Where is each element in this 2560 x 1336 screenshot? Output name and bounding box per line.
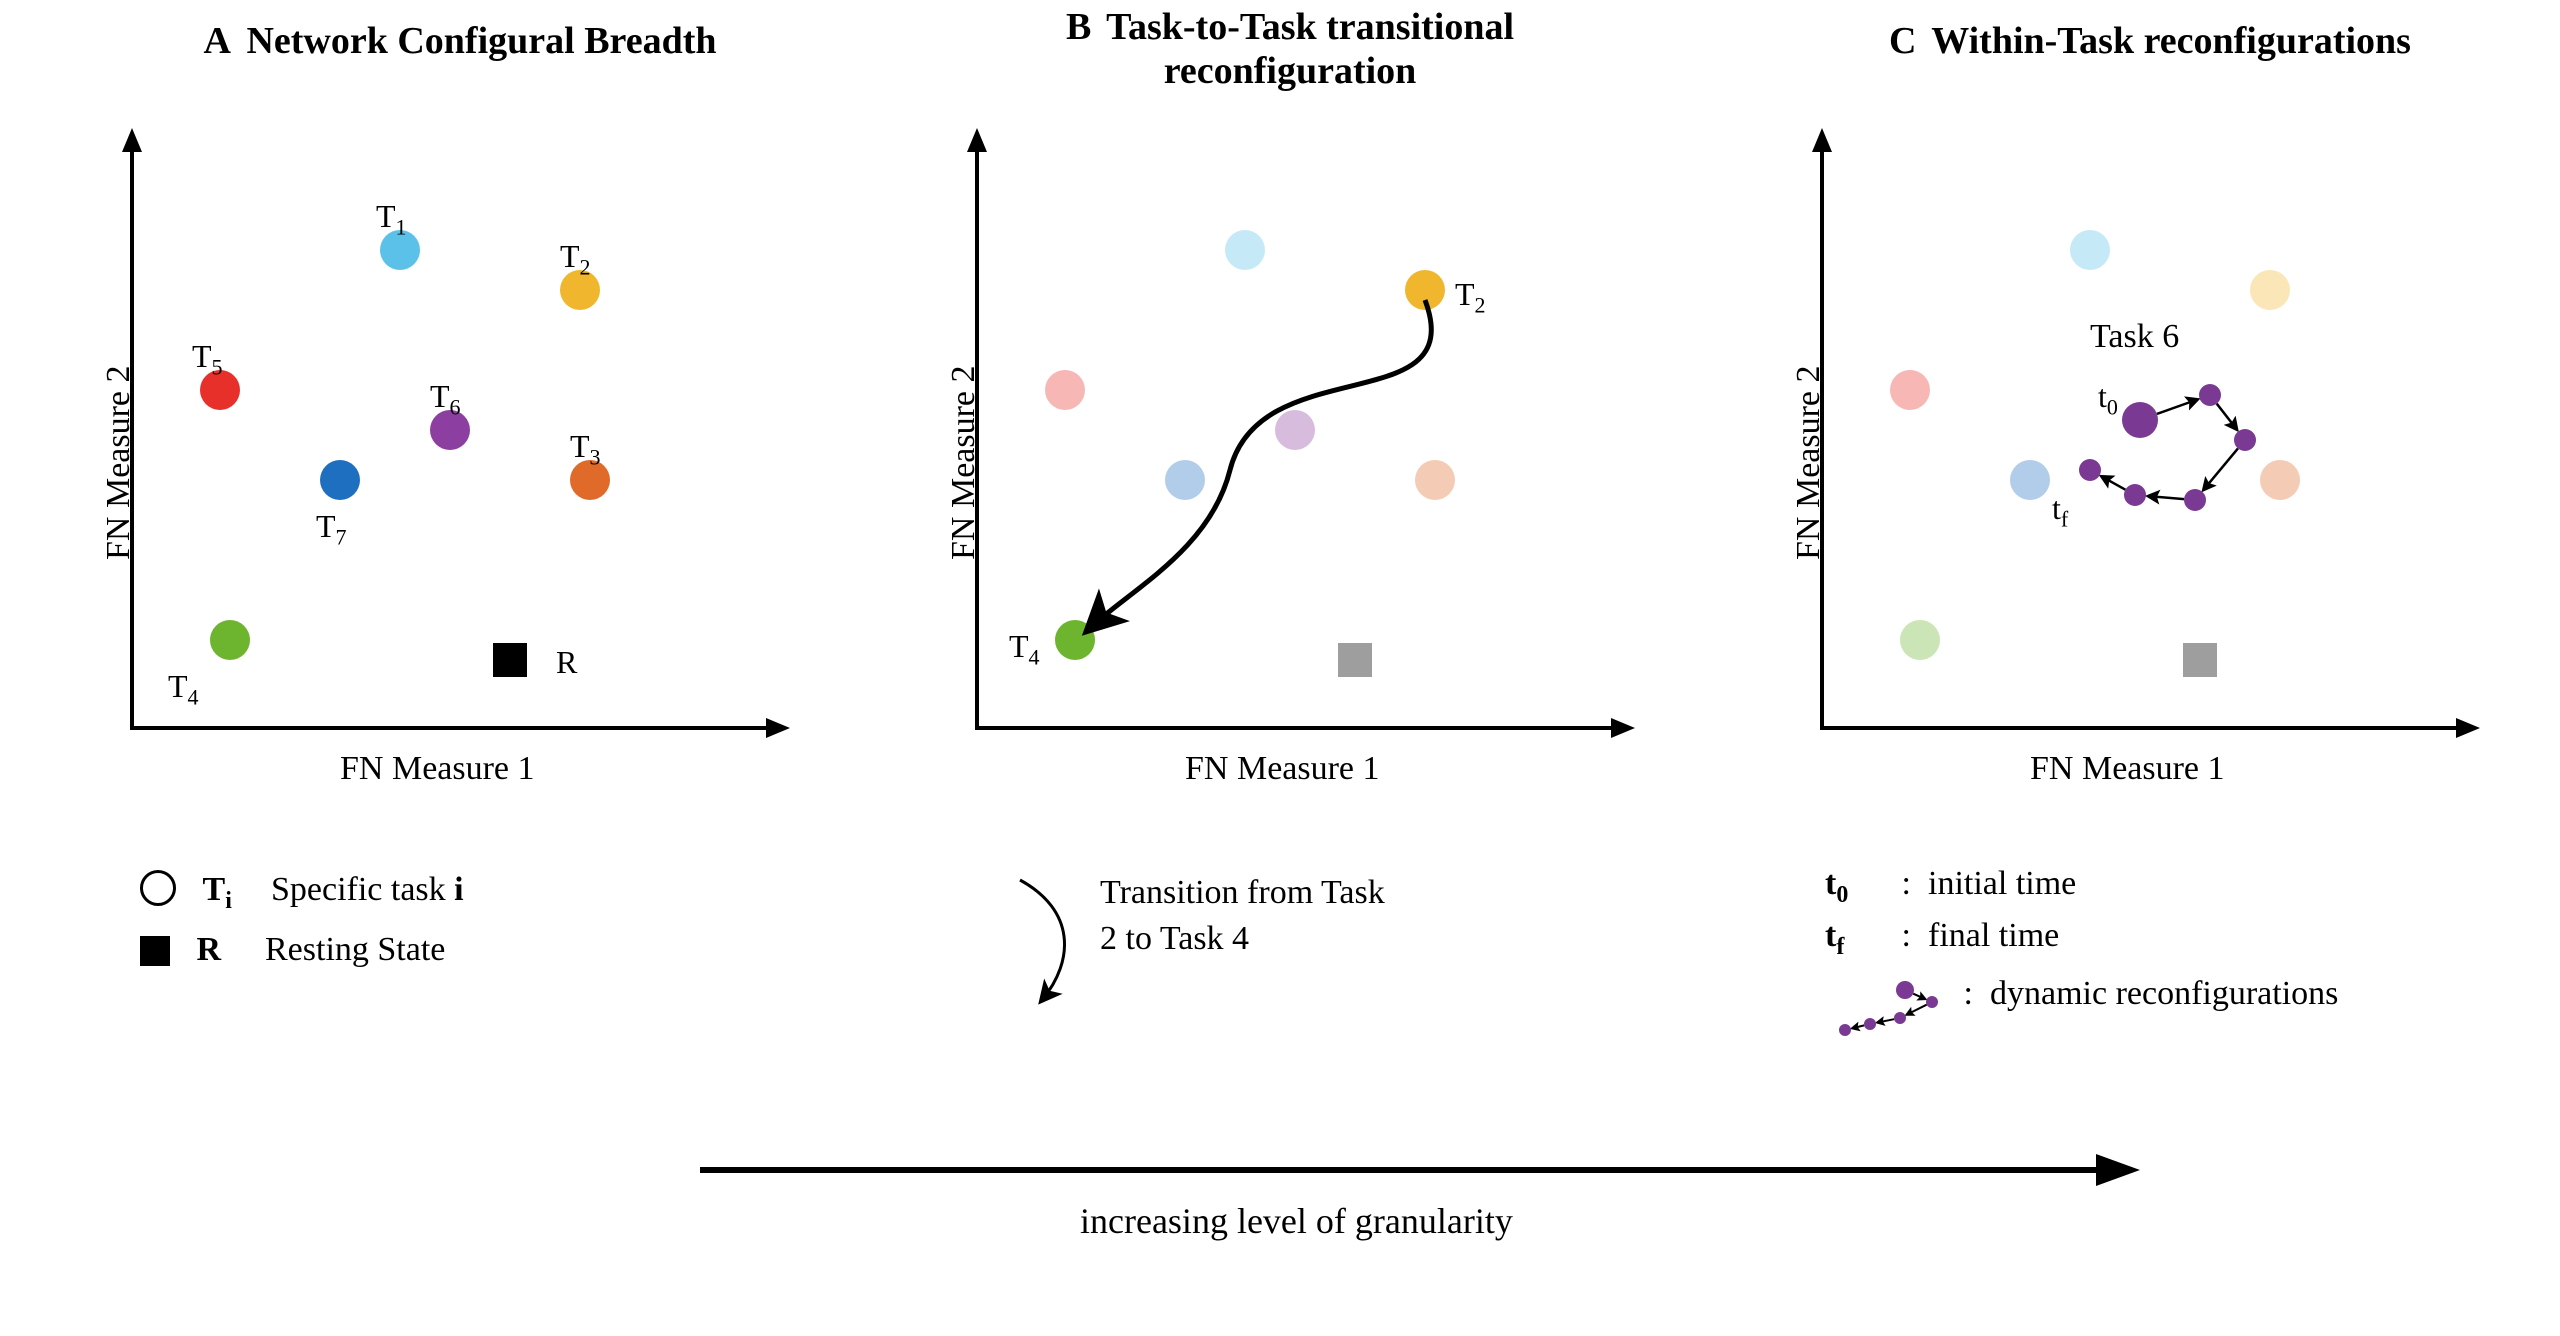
legend-a-key1: Ti — [203, 871, 263, 915]
legend-mini-node — [1894, 1012, 1906, 1024]
point-T3 — [2260, 460, 2300, 500]
panel-c-xlabel: FN Measure 1 — [2030, 750, 2225, 788]
trajectory-label-tf: tf — [2052, 490, 2068, 532]
trajectory-edge — [2157, 399, 2198, 414]
legend-b-text: Transition from Task 2 to Task 4 — [1100, 870, 1400, 962]
panel-c-x-arrow — [2456, 718, 2480, 738]
legend-c: t0 : initial time tf : final time : dyna… — [1825, 865, 2338, 1013]
point-T5 — [1045, 370, 1085, 410]
panel-b-x-arrow — [1611, 718, 1635, 738]
point-T4 — [1055, 620, 1095, 660]
trajectory-node — [2079, 459, 2101, 481]
point-T7 — [1165, 460, 1205, 500]
granularity-caption: increasing level of granularity — [1080, 1200, 1513, 1242]
panel-a-xlabel: FN Measure 1 — [340, 750, 535, 788]
trajectory-edge — [2148, 496, 2184, 499]
trajectory-node — [2124, 484, 2146, 506]
point-T7 — [2010, 460, 2050, 500]
panel-a-ylabel: FN Measure 2 — [100, 365, 138, 560]
legend-a-text1: Specific task i — [271, 871, 464, 908]
legend-mini-node — [1839, 1024, 1851, 1036]
trajectory-node — [2184, 489, 2206, 511]
panel-c-y-arrow — [1812, 128, 1832, 152]
point-label-T7: T7 — [316, 508, 347, 550]
point-T1 — [2070, 230, 2110, 270]
point-label-T6: T6 — [430, 378, 461, 420]
panel-a-title: A Network Configural Breadth — [140, 20, 780, 64]
panel-a-y-arrow — [122, 128, 142, 152]
point-T4 — [1900, 620, 1940, 660]
panel-c-task6-label: Task 6 — [2090, 318, 2179, 356]
point-T5 — [1890, 370, 1930, 410]
panel-b-xlabel: FN Measure 1 — [1185, 750, 1380, 788]
legend-square-icon — [140, 936, 170, 966]
panel-b-ylabel: FN Measure 2 — [945, 365, 983, 560]
panel-a-letter: A — [203, 20, 230, 62]
point-label-T4: T4 — [168, 668, 199, 710]
panel-a-x-arrow — [766, 718, 790, 738]
legend-c-line3: : dynamic reconfigurations — [1825, 975, 2338, 1013]
point-label-T1: T1 — [376, 198, 407, 240]
trajectory-edge — [2203, 448, 2238, 490]
legend-mini-edge — [1852, 1025, 1864, 1028]
trajectory-node — [2199, 384, 2221, 406]
legend-c-text3: dynamic reconfigurations — [1990, 975, 2338, 1012]
legend-mini-edge — [1877, 1019, 1894, 1022]
legend-c-text1: initial time — [1928, 865, 2076, 902]
panel-b-x-axis — [975, 726, 1615, 730]
legend-b-arrow — [1020, 880, 1065, 1000]
point-label-T3: T3 — [570, 428, 601, 470]
point-T4 — [210, 620, 250, 660]
point-label-T2: T2 — [1455, 276, 1486, 318]
point-label-R: R — [556, 644, 577, 681]
trajectory-edge — [2101, 476, 2125, 489]
granularity-arrow-line — [700, 1167, 2100, 1173]
panel-b-title-text: Task-to-Task transitional reconfiguratio… — [1106, 6, 1514, 92]
panel-c-resting-square — [2183, 643, 2217, 677]
trajectory-node — [2234, 429, 2256, 451]
point-label-T2: T2 — [560, 238, 591, 280]
transition-curve — [1090, 300, 1431, 628]
panel-b-letter: B — [1066, 6, 1091, 48]
legend-a: Ti Specific task i R Resting State — [140, 870, 464, 969]
trajectory-node-t0 — [2122, 402, 2158, 438]
panel-b-resting-square — [1338, 643, 1372, 677]
point-T7 — [320, 460, 360, 500]
point-R-square — [493, 643, 527, 677]
trajectory-label-t0: t0 — [2098, 378, 2118, 420]
panel-c-letter: C — [1889, 20, 1916, 62]
legend-mini-node — [1864, 1018, 1876, 1030]
legend-c-key2: tf — [1825, 917, 1893, 961]
legend-c-key1: t0 — [1825, 865, 1893, 909]
legend-circle-icon — [140, 870, 176, 906]
legend-c-line1: t0 : initial time — [1825, 865, 2338, 909]
point-T2 — [2250, 270, 2290, 310]
point-label-T4: T4 — [1009, 628, 1040, 670]
point-T6 — [1275, 410, 1315, 450]
legend-a-key2: R — [197, 931, 257, 969]
legend-a-line2: R Resting State — [140, 931, 464, 969]
point-T1 — [1225, 230, 1265, 270]
panel-c-title: C Within-Task reconfigurations — [1810, 20, 2490, 64]
granularity-arrow-head — [2096, 1154, 2140, 1186]
point-label-T5: T5 — [192, 338, 223, 380]
panel-a-title-text: Network Configural Breadth — [246, 20, 716, 62]
legend-c-line2: tf : final time — [1825, 917, 2338, 961]
point-T3 — [1415, 460, 1455, 500]
legend-a-text2: Resting State — [265, 931, 445, 968]
trajectory-edge — [2217, 404, 2237, 430]
panel-c-x-axis — [1820, 726, 2460, 730]
figure-stage: A Network Configural Breadth FN Measure … — [0, 0, 2560, 1336]
panel-a-x-axis — [130, 726, 770, 730]
panel-b-title: B Task-to-Task transitional reconfigurat… — [940, 6, 1640, 93]
panel-c-title-text: Within-Task reconfigurations — [1931, 20, 2411, 62]
panel-c-ylabel: FN Measure 2 — [1790, 365, 1828, 560]
panel-b-y-arrow — [967, 128, 987, 152]
legend-a-line1: Ti Specific task i — [140, 870, 464, 915]
point-T2 — [1405, 270, 1445, 310]
legend-c-text2: final time — [1928, 917, 2059, 954]
